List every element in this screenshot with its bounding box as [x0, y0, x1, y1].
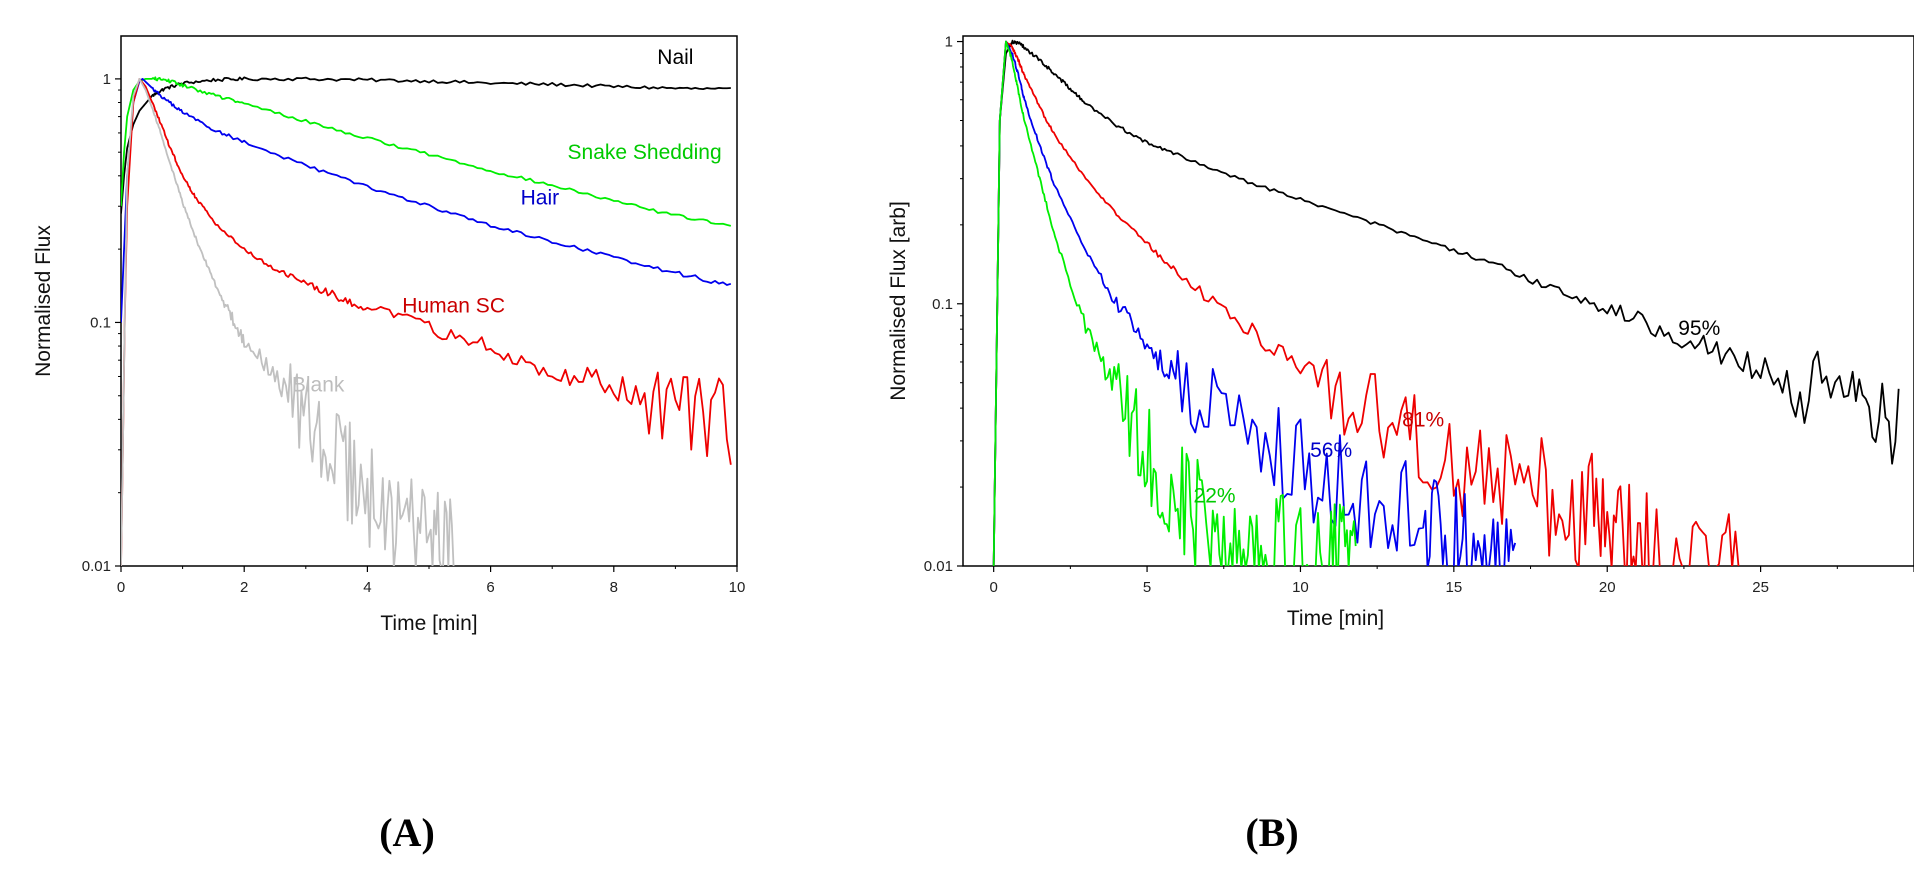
x-tick-label: 6 — [486, 579, 494, 596]
y-tick-label: 0.01 — [82, 558, 111, 575]
plot-frame — [963, 36, 1914, 566]
x-tick-label: 25 — [1752, 579, 1769, 596]
y-axis-title: Normalised Flux — [32, 225, 55, 377]
series-label: 56% — [1310, 439, 1352, 462]
series-line-56- — [994, 42, 1516, 569]
y-axis-title: Normalised Flux [arb] — [887, 201, 910, 401]
x-tick-label: 5 — [1143, 579, 1151, 596]
series-line-22- — [994, 42, 1356, 569]
series-line-hair — [121, 79, 731, 323]
x-tick-label: 4 — [363, 579, 371, 596]
x-axis-title: Time [min] — [380, 612, 477, 635]
series-label: Blank — [292, 374, 345, 397]
series-label: 95% — [1678, 317, 1720, 340]
panel-label: (B) — [1245, 810, 1298, 855]
x-tick-label: 0 — [990, 579, 998, 596]
series-line-95- — [994, 41, 1899, 566]
y-tick-label: 1 — [103, 71, 111, 88]
x-tick-label: 2 — [240, 579, 248, 596]
x-tick-label: 0 — [117, 579, 125, 596]
panel-label: (A) — [379, 810, 435, 855]
x-tick-label: 15 — [1445, 579, 1462, 596]
x-tick-label: 20 — [1599, 579, 1616, 596]
series-label: 81% — [1402, 409, 1444, 432]
panel-b: 0 5 10 15 20 25 0.01 0.1 1 Time [min] Normalised F… — [887, 34, 1914, 855]
series-label: Hair — [521, 186, 560, 209]
y-tick-label: 0.1 — [932, 296, 953, 313]
series-label: Snake Shedding — [568, 141, 722, 164]
x-axis-title: Time [min] — [1287, 607, 1384, 630]
x-tick-label: 8 — [610, 579, 618, 596]
series-label: 22% — [1194, 484, 1236, 507]
series-line-blank — [121, 79, 454, 568]
series-label: Human SC — [402, 294, 505, 317]
panel-a: 0 2 4 6 8 10 0.01 0.1 1 Time [min] Normalised Flux… — [32, 36, 745, 855]
y-tick-label: 0.1 — [90, 314, 111, 331]
x-tick-label: 10 — [1292, 579, 1309, 596]
y-tick-label: 0.01 — [924, 558, 953, 575]
series-line-81- — [994, 42, 1746, 569]
x-tick-label: 10 — [729, 579, 746, 596]
y-tick-label: 1 — [945, 34, 953, 51]
series-label: Nail — [657, 46, 693, 69]
